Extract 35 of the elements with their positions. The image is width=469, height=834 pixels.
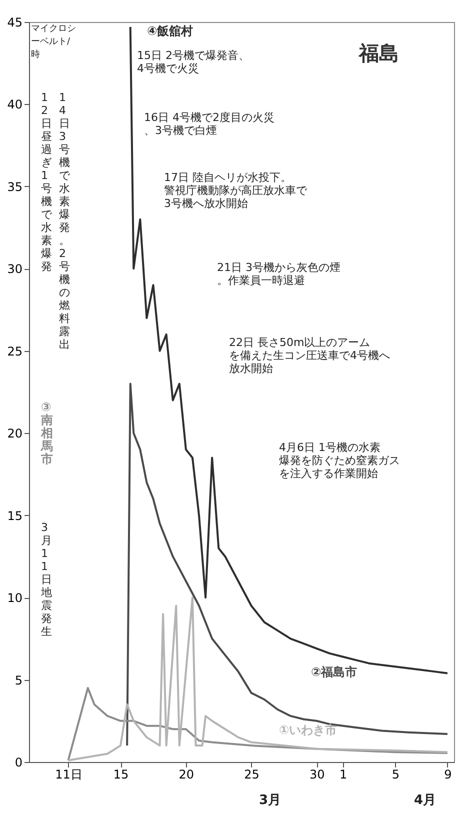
text: 14日3号機で水素爆発。2号機の燃料露出 <box>59 91 70 351</box>
text: 4月 <box>414 793 436 808</box>
text: ②福島市 <box>311 665 358 679</box>
y-tick-label: 35 <box>7 180 22 194</box>
text: 3月 <box>259 793 282 808</box>
text: 12日昼過ぎ1号機で水素爆発 <box>41 91 52 273</box>
x-tick-label: 25 <box>244 768 260 782</box>
x-tick-label: 9 <box>444 768 452 782</box>
annotation: 22日 長さ50m以上のアームを備えた生コン圧送車で4号機へ放水開始 <box>229 336 390 375</box>
y-tick-label: 5 <box>14 673 22 688</box>
series-label: ④飯舘村 <box>147 24 194 38</box>
y-tick-label: 15 <box>7 508 22 523</box>
x-tick-label: 30 <box>310 768 325 782</box>
series-label: ①いわき市 <box>279 723 338 737</box>
y-tick-label: 0 <box>14 756 22 770</box>
text: 福島 <box>358 41 399 65</box>
y-tick-label: 20 <box>7 426 22 441</box>
x-tick-label: 20 <box>178 768 194 782</box>
text: ③南相馬市 <box>40 400 53 466</box>
text: 3月11日地震発生 <box>41 521 52 638</box>
annotation: 16日 4号機で2度目の火災、3号機で白煙 <box>144 111 274 137</box>
x-tick-label: 1 <box>340 768 348 782</box>
y-axis-title: マイクロシーベルト/時 <box>31 24 76 60</box>
annotation: 4月6日 1号機の水素爆発を防ぐため窒素ガスを注入する作業開始 <box>279 441 400 480</box>
x-tick-label: 15 <box>113 768 129 782</box>
x-tick-label: 5 <box>392 768 400 782</box>
y-tick-label: 10 <box>7 591 22 606</box>
y-tick-label: 30 <box>7 262 22 276</box>
y-tick-label: 25 <box>7 344 22 358</box>
y-tick-label: 40 <box>7 98 22 112</box>
annotation: 21日 3号機から灰色の煙。作業員一時退避 <box>217 261 340 287</box>
x-tick-label: 11日 <box>55 768 82 782</box>
annotation: 15日 2号機で爆発音、4号機で火災 <box>137 49 250 75</box>
annotation: 17日 陸自ヘリが水投下。警視庁機動隊が高圧放水車で3号機へ放水開始 <box>164 171 308 210</box>
y-tick-label: 45 <box>7 16 22 30</box>
